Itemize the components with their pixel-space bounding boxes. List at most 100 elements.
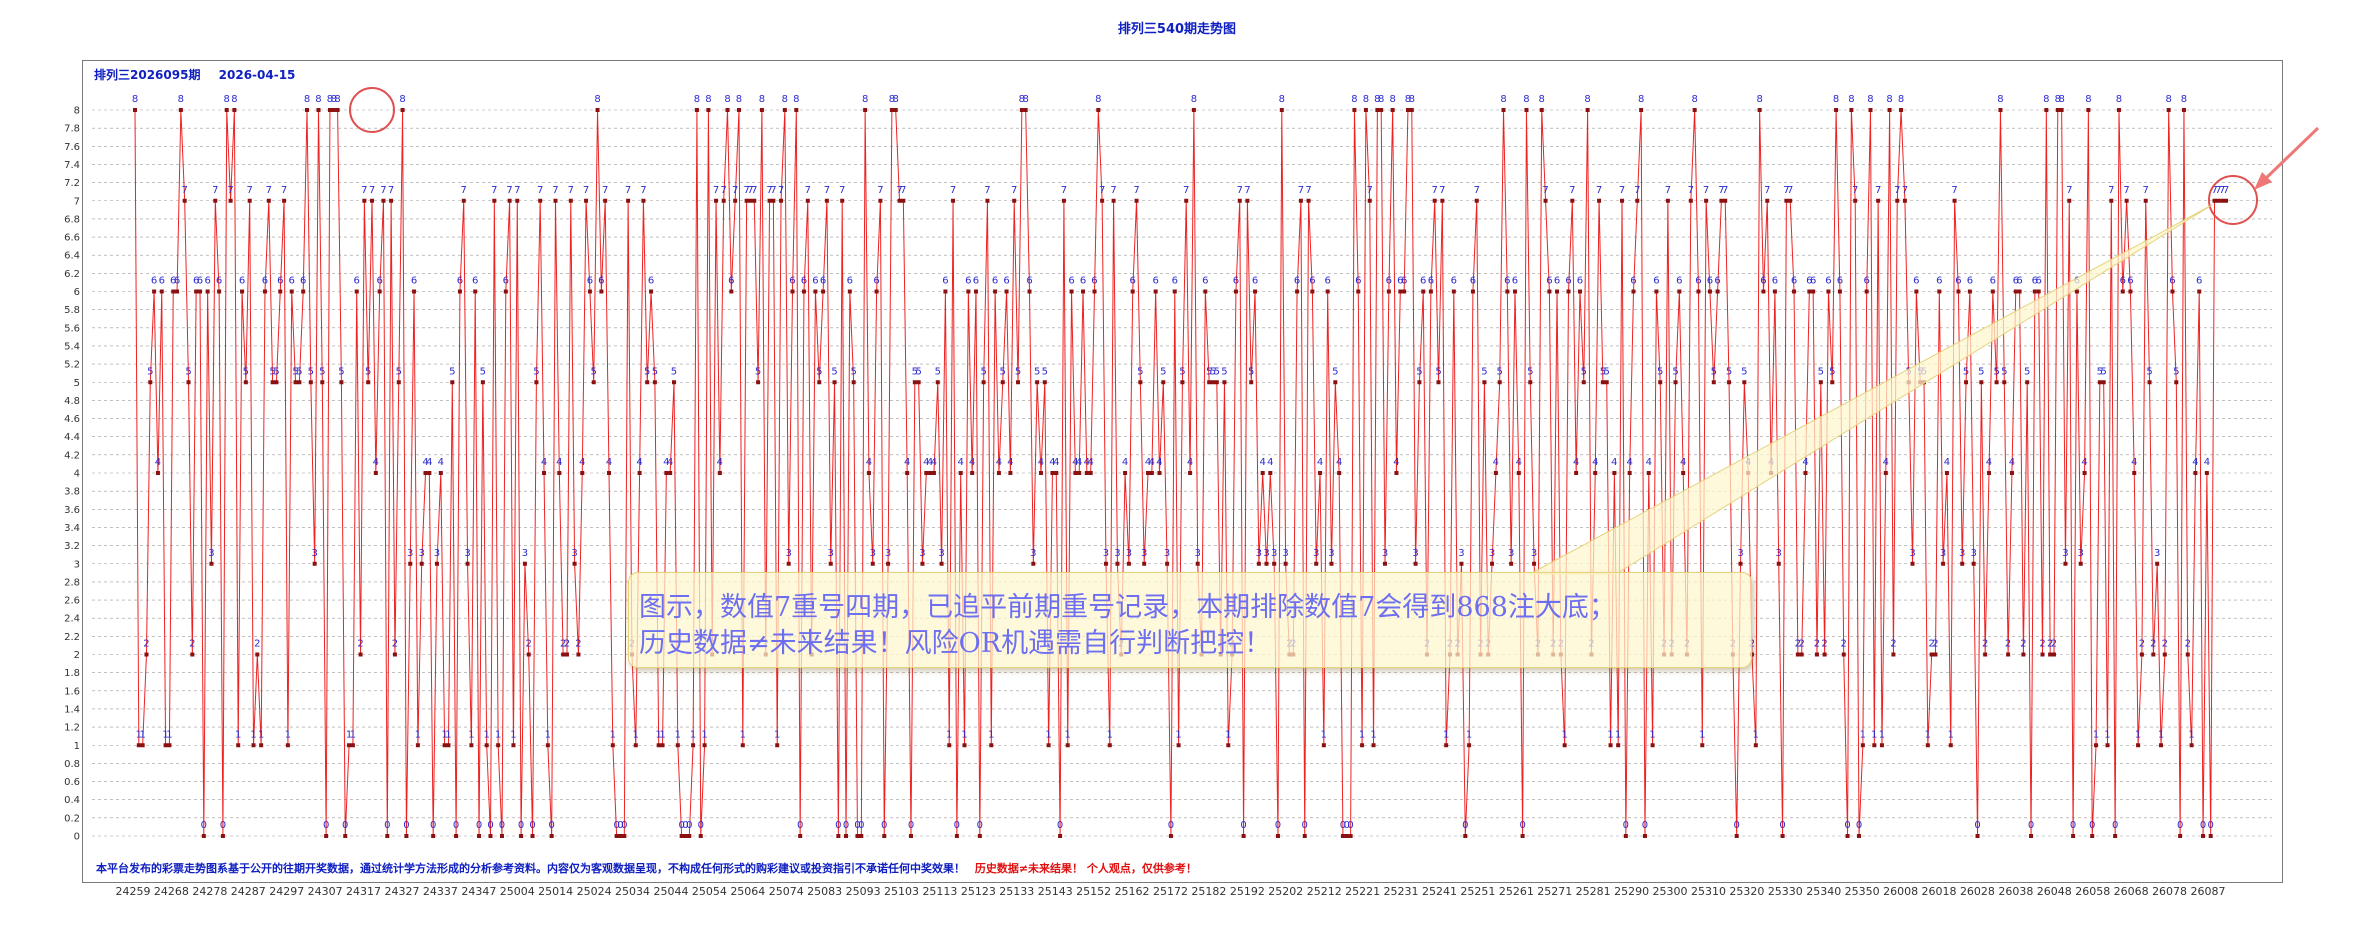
data-label: 1 xyxy=(166,729,172,740)
data-label: 2 xyxy=(189,639,195,650)
data-label: 6 xyxy=(1233,276,1239,287)
data-point xyxy=(989,743,994,748)
data-point xyxy=(136,743,141,748)
data-label: 4 xyxy=(1611,457,1617,468)
y-tick-label: 3.4 xyxy=(64,523,80,534)
data-label: 0 xyxy=(1302,820,1308,831)
data-label: 6 xyxy=(159,276,165,287)
data-label: 3 xyxy=(1256,548,1262,559)
data-label: 0 xyxy=(686,820,692,831)
data-label: 7 xyxy=(369,185,375,196)
data-point xyxy=(962,743,967,748)
x-tick-label: 25271 xyxy=(1537,885,1572,898)
data-point xyxy=(1727,380,1732,385)
data-label: 6 xyxy=(1420,276,1426,287)
data-label: 6 xyxy=(1806,276,1812,287)
data-point xyxy=(587,289,592,294)
data-label: 7 xyxy=(1542,185,1548,196)
data-point xyxy=(801,289,806,294)
data-label: 8 xyxy=(224,94,230,105)
data-label: 0 xyxy=(2070,820,2076,831)
y-tick-label: 7.6 xyxy=(64,142,80,153)
data-label: 3 xyxy=(1313,548,1319,559)
data-label: 4 xyxy=(1187,457,1193,468)
series-polyline xyxy=(134,109,2226,837)
annotation-callout: 图示，数值7重号四期，已追平前期重号记录，本期排除数值7会得到868注大底； 历… xyxy=(628,572,1752,668)
data-label: 6 xyxy=(151,276,157,287)
data-label: 8 xyxy=(2055,94,2061,105)
data-point xyxy=(2224,198,2228,203)
data-point xyxy=(1715,289,1720,294)
data-label: 6 xyxy=(1386,276,1392,287)
data-point xyxy=(1134,198,1139,203)
arrow-head xyxy=(2254,172,2272,190)
data-point xyxy=(901,198,906,203)
data-point xyxy=(954,834,959,838)
data-label: 5 xyxy=(1206,366,1212,377)
data-point xyxy=(790,289,795,294)
data-label: 6 xyxy=(2120,276,2126,287)
data-point xyxy=(465,561,470,566)
data-label: 6 xyxy=(1695,276,1701,287)
data-label: 5 xyxy=(1248,366,1254,377)
data-point xyxy=(1379,108,1384,112)
data-label: 7 xyxy=(839,185,845,196)
data-point xyxy=(1241,834,1246,838)
data-point xyxy=(1983,652,1988,657)
x-tick-label: 24307 xyxy=(308,885,343,898)
data-label: 7 xyxy=(1298,185,1304,196)
data-point xyxy=(259,743,264,748)
data-label: 7 xyxy=(281,185,287,196)
data-point xyxy=(412,289,417,294)
data-point xyxy=(1081,289,1086,294)
data-point xyxy=(1876,198,1881,203)
data-label: 2 xyxy=(2005,639,2011,650)
data-label: 6 xyxy=(1760,276,1766,287)
data-label: 7 xyxy=(1367,185,1373,196)
data-label: 6 xyxy=(2013,276,2019,287)
data-label: 4 xyxy=(1393,457,1399,468)
data-label: 4 xyxy=(1049,457,1055,468)
data-label: 5 xyxy=(338,366,344,377)
data-point xyxy=(1528,380,1533,385)
data-label: 5 xyxy=(1581,366,1587,377)
y-tick-label: 8 xyxy=(74,106,80,117)
data-point xyxy=(1986,471,1991,475)
data-point xyxy=(779,198,784,203)
data-label: 7 xyxy=(751,185,757,196)
x-tick-label: 24287 xyxy=(231,885,266,898)
data-label: 6 xyxy=(812,276,818,287)
data-label: 7 xyxy=(583,185,589,196)
data-label: 4 xyxy=(1626,457,1632,468)
data-point xyxy=(431,834,436,838)
data-label: 7 xyxy=(1099,185,1105,196)
data-label: 8 xyxy=(893,94,899,105)
data-label: 3 xyxy=(1531,548,1537,559)
y-tick-label: 1.6 xyxy=(64,686,80,697)
data-point xyxy=(2147,380,2152,385)
data-point xyxy=(561,652,566,657)
data-point xyxy=(1822,652,1827,657)
data-point xyxy=(446,743,451,748)
data-label: 1 xyxy=(774,729,780,740)
data-point xyxy=(855,834,860,838)
data-point xyxy=(526,652,531,657)
data-point xyxy=(1008,471,1013,475)
x-tick-label: 25330 xyxy=(1768,885,1803,898)
data-label: 1 xyxy=(346,729,352,740)
data-point xyxy=(140,743,145,748)
data-label: 5 xyxy=(269,366,275,377)
data-point xyxy=(236,743,241,748)
data-point xyxy=(1237,198,1242,203)
data-label: 4 xyxy=(904,457,910,468)
data-point xyxy=(400,108,405,112)
data-point xyxy=(2220,198,2225,203)
data-label: 0 xyxy=(1275,820,1281,831)
data-label: 7 xyxy=(1474,185,1480,196)
data-point xyxy=(1157,471,1162,475)
data-label: 0 xyxy=(2200,820,2206,831)
data-label: 1 xyxy=(139,729,145,740)
data-point xyxy=(1409,108,1414,112)
data-point xyxy=(2051,652,2056,657)
data-point xyxy=(301,289,306,294)
